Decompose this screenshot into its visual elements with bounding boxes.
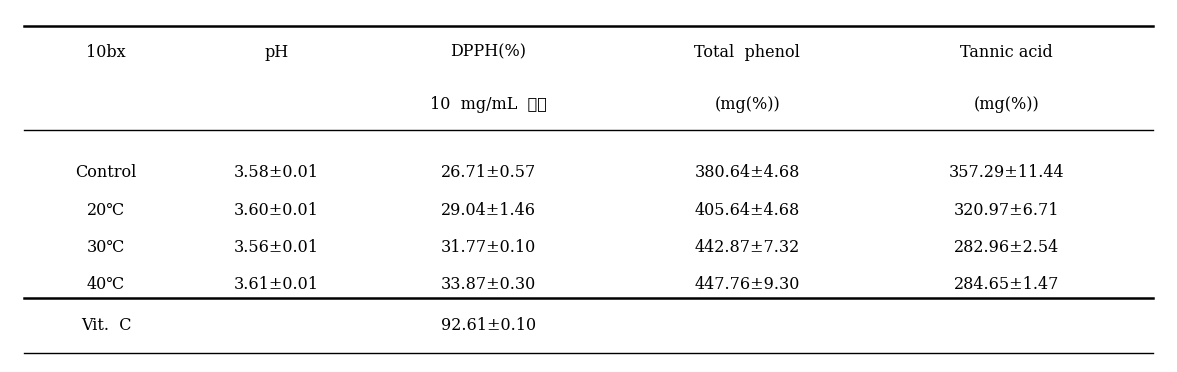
Text: 33.87±0.30: 33.87±0.30 [441, 276, 536, 293]
Text: 284.65±1.47: 284.65±1.47 [953, 276, 1059, 293]
Text: Control: Control [75, 164, 137, 182]
Text: 447.76±9.30: 447.76±9.30 [694, 276, 800, 293]
Text: 30℃: 30℃ [87, 239, 125, 256]
Text: 442.87±7.32: 442.87±7.32 [694, 239, 800, 256]
Text: 29.04±1.46: 29.04±1.46 [441, 202, 536, 219]
Text: 31.77±0.10: 31.77±0.10 [441, 239, 536, 256]
Text: Vit.  C: Vit. C [81, 317, 131, 334]
Text: (mg(%)): (mg(%)) [973, 96, 1039, 113]
Text: 10  mg/mL  기준: 10 mg/mL 기준 [430, 96, 547, 113]
Text: 3.58±0.01: 3.58±0.01 [234, 164, 319, 182]
Text: 40℃: 40℃ [87, 276, 125, 293]
Text: 3.56±0.01: 3.56±0.01 [234, 239, 319, 256]
Text: 26.71±0.57: 26.71±0.57 [441, 164, 536, 182]
Text: 282.96±2.54: 282.96±2.54 [953, 239, 1059, 256]
Text: 357.29±11.44: 357.29±11.44 [949, 164, 1064, 182]
Text: pH: pH [265, 44, 288, 61]
Text: 20℃: 20℃ [87, 202, 125, 219]
Text: (mg(%)): (mg(%)) [714, 96, 780, 113]
Text: 320.97±6.71: 320.97±6.71 [953, 202, 1059, 219]
Text: 10bx: 10bx [86, 44, 126, 61]
Text: 92.61±0.10: 92.61±0.10 [441, 317, 536, 334]
Text: 3.61±0.01: 3.61±0.01 [234, 276, 319, 293]
Text: 380.64±4.68: 380.64±4.68 [694, 164, 800, 182]
Text: Tannic acid: Tannic acid [960, 44, 1052, 61]
Text: 3.60±0.01: 3.60±0.01 [234, 202, 319, 219]
Text: Total  phenol: Total phenol [694, 44, 800, 61]
Text: DPPH(%): DPPH(%) [451, 44, 526, 61]
Text: 405.64±4.68: 405.64±4.68 [694, 202, 800, 219]
